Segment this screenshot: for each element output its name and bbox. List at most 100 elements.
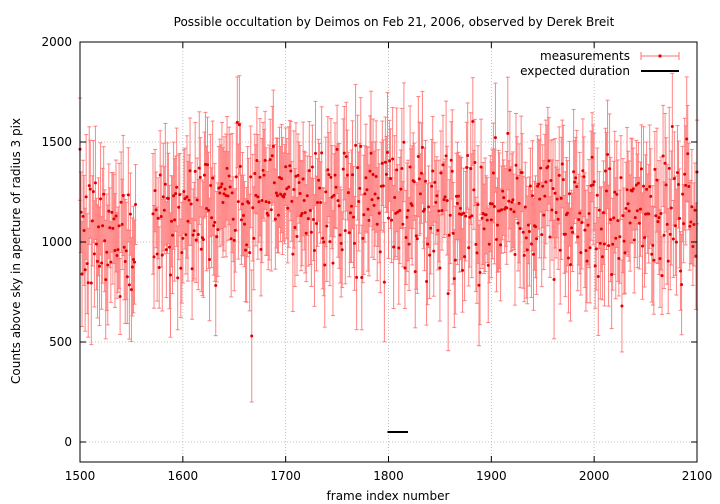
measurement-point	[381, 184, 385, 188]
measurement-point	[107, 209, 111, 213]
measurement-point	[349, 204, 353, 208]
measurement-point	[93, 181, 97, 185]
measurement-point	[479, 165, 483, 169]
measurement-point	[230, 191, 234, 195]
measurement-point	[487, 242, 491, 246]
measurement-point	[492, 205, 496, 209]
measurement-point	[228, 185, 232, 189]
measurement-point	[173, 218, 177, 222]
measurement-point	[520, 171, 524, 175]
measurement-point	[276, 213, 280, 217]
measurement-point	[449, 158, 453, 162]
measurement-point	[376, 196, 380, 200]
measurement-point	[322, 240, 326, 244]
measurement-point	[478, 271, 482, 275]
measurement-point	[91, 190, 95, 194]
measurement-point	[186, 219, 190, 223]
measurement-point	[408, 165, 412, 169]
measurement-point	[451, 231, 455, 235]
measurement-point	[550, 208, 554, 212]
measurement-point	[494, 238, 498, 242]
measurement-point	[373, 192, 377, 196]
measurement-point	[499, 243, 503, 247]
measurement-point	[514, 163, 518, 167]
measurement-point	[619, 176, 623, 180]
measurement-point	[474, 242, 478, 246]
measurement-point	[555, 197, 559, 201]
measurement-point	[453, 258, 457, 262]
measurement-point	[640, 244, 644, 248]
measurement-point	[361, 236, 365, 240]
measurement-point	[236, 200, 240, 204]
measurement-point	[185, 195, 189, 199]
measurement-point	[473, 161, 477, 165]
measurement-point	[92, 252, 96, 256]
measurement-point	[187, 198, 191, 202]
measurement-point	[115, 253, 119, 257]
measurement-point	[226, 194, 230, 198]
measurement-point	[222, 192, 226, 196]
measurement-point	[357, 199, 361, 203]
x-tick-label: 1600	[168, 469, 199, 483]
measurement-point	[650, 252, 654, 256]
measurement-point	[218, 191, 222, 195]
measurement-point	[391, 157, 395, 161]
measurement-point	[323, 263, 327, 267]
measurement-point	[225, 166, 229, 170]
legend: measurements expected duration	[520, 49, 680, 78]
measurement-point	[300, 211, 304, 215]
measurement-point	[684, 183, 688, 187]
measurement-point	[490, 202, 494, 206]
measurement-point	[546, 165, 550, 169]
measurement-point	[583, 228, 587, 232]
measurement-point	[526, 223, 530, 227]
measurement-point	[522, 253, 526, 257]
measurement-point	[471, 119, 475, 123]
measurement-point	[693, 208, 697, 212]
measurement-point	[101, 224, 105, 228]
measurement-point	[480, 216, 484, 220]
measurement-point	[602, 242, 606, 246]
x-axis-label: frame index number	[327, 489, 450, 503]
measurement-point	[405, 215, 409, 219]
measurement-point	[109, 260, 113, 264]
measurement-point	[424, 179, 428, 183]
measurement-point	[513, 252, 517, 256]
measurement-point	[367, 218, 371, 222]
measurement-point	[199, 247, 203, 251]
measurement-point	[590, 155, 594, 159]
measurement-point	[680, 283, 684, 287]
measurement-point	[406, 208, 410, 212]
measurement-point	[298, 191, 302, 195]
measurement-point	[206, 163, 210, 167]
measurement-point	[204, 206, 208, 210]
measurement-point	[207, 208, 211, 212]
y-tick-label: 2000	[41, 35, 72, 49]
measurement-point	[427, 205, 431, 209]
measurement-point	[624, 207, 628, 211]
measurement-point	[415, 237, 419, 241]
measurement-point	[429, 226, 433, 230]
measurement-point	[404, 236, 408, 240]
measurement-point	[360, 275, 364, 279]
measurement-point	[557, 173, 561, 177]
measurement-point	[445, 199, 449, 203]
measurement-point	[346, 191, 350, 195]
measurement-point	[518, 226, 522, 230]
measurement-point	[308, 209, 312, 213]
measurement-point	[656, 220, 660, 224]
measurement-point	[426, 242, 430, 246]
measurement-point	[174, 192, 178, 196]
measurement-point	[579, 251, 583, 255]
measurement-point	[521, 230, 525, 234]
measurement-point	[355, 275, 359, 279]
measurement-point	[535, 237, 539, 241]
measurement-point	[86, 281, 90, 285]
measurement-point	[311, 218, 315, 222]
measurement-point	[465, 166, 469, 170]
measurement-point	[352, 215, 356, 219]
measurement-point	[247, 201, 251, 205]
measurement-point	[240, 202, 244, 206]
measurement-point	[559, 196, 563, 200]
measurement-point	[179, 266, 183, 270]
